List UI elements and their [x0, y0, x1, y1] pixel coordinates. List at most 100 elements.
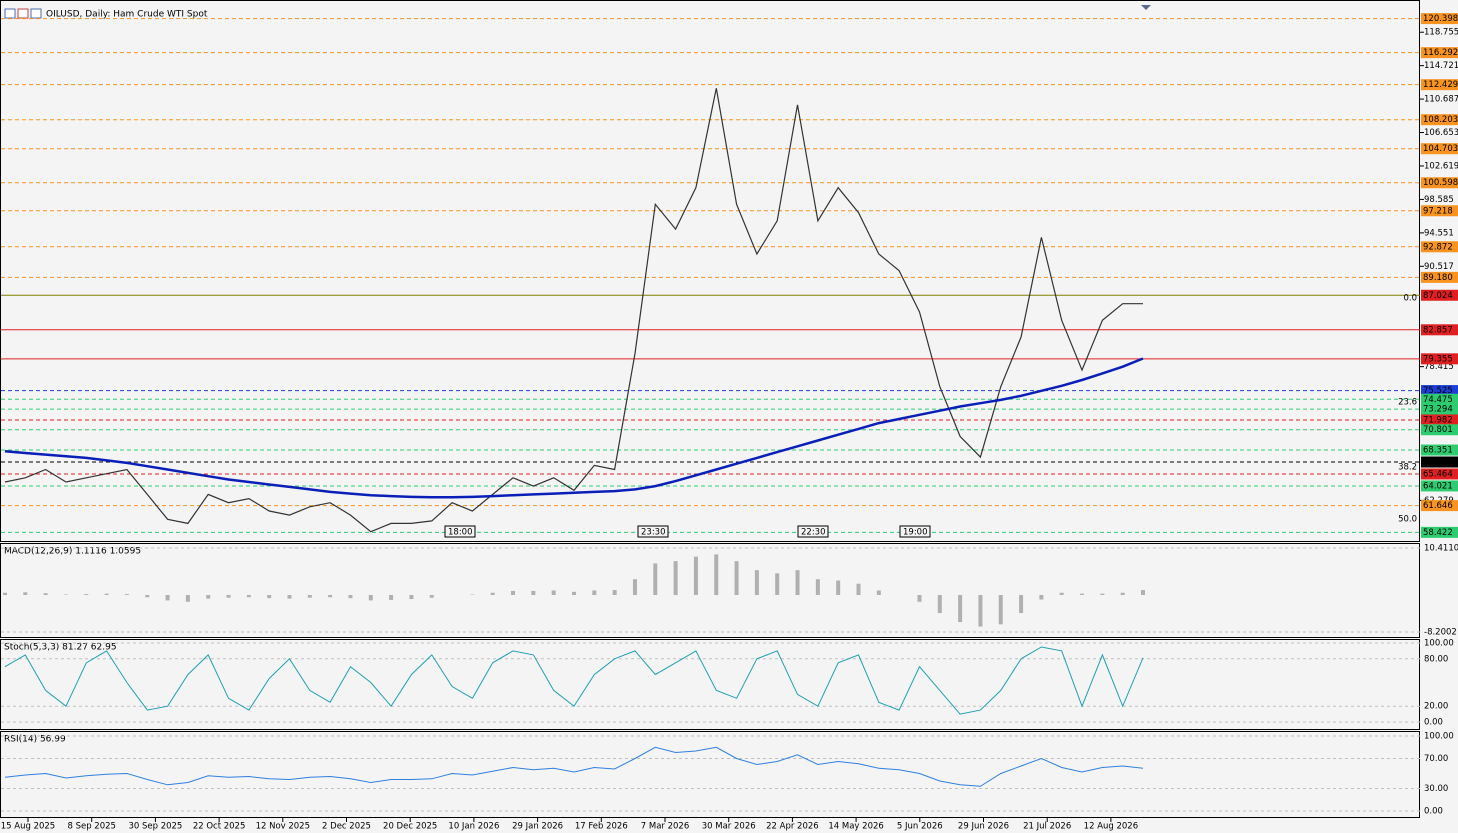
histogram-bar — [43, 593, 48, 595]
level-tag — [1421, 177, 1458, 189]
histogram-bar — [572, 591, 576, 595]
histogram-bar — [592, 590, 597, 595]
histogram-bar — [145, 594, 150, 598]
histogram-bar — [551, 590, 556, 595]
y-tick-label: 100.00 — [1424, 732, 1454, 742]
time-marker: 22:30 — [801, 528, 826, 538]
histogram-bar — [409, 594, 414, 600]
y-tick-label: 20.00 — [1424, 702, 1448, 712]
x-tick-label: 21 Jul 2026 — [1023, 822, 1071, 832]
x-tick-label: 7 Mar 2026 — [641, 822, 689, 832]
icon[interactable] — [17, 8, 29, 19]
x-tick-label: 30 Sep 2025 — [128, 822, 182, 832]
level-label: 87.024 — [1423, 291, 1453, 301]
histogram-bar — [815, 579, 820, 595]
y-tick-label: -8.2002 — [1424, 628, 1457, 638]
x-tick-label: 22 Oct 2025 — [193, 822, 246, 832]
y-tick-label: 30.00 — [1424, 784, 1448, 794]
series-line — [4, 88, 1143, 533]
histogram-bar — [267, 594, 272, 599]
histogram-bar — [104, 593, 109, 595]
level-tag — [1421, 114, 1458, 126]
x-tick-label: 10 Jan 2026 — [448, 822, 499, 832]
histogram-bar — [734, 561, 739, 595]
histogram-bar — [348, 594, 353, 599]
level-tag — [1421, 456, 1458, 468]
histogram-bar — [165, 594, 170, 601]
histogram-bar — [795, 570, 800, 595]
histogram-bar — [1141, 590, 1145, 595]
level-tag — [1421, 480, 1458, 492]
level-tag — [1421, 47, 1458, 59]
x-tick-label: 15 Aug 2025 — [1, 822, 55, 832]
y-tick-label: 118.755 — [1424, 28, 1458, 38]
level-tag — [1421, 444, 1458, 456]
icon[interactable] — [4, 8, 16, 19]
level-tag — [1421, 271, 1458, 283]
y-tick-label: 102.619 — [1424, 161, 1458, 171]
histogram-bar — [978, 594, 983, 627]
histogram-bar — [84, 594, 89, 595]
y-tick-label: 98.585 — [1424, 195, 1454, 205]
level-label: 64.021 — [1423, 481, 1453, 491]
shift-marker — [1141, 5, 1151, 10]
histogram-bar — [328, 594, 333, 598]
level-label: 74.475 — [1423, 395, 1453, 405]
y-tick-label: 0.00 — [1424, 718, 1443, 728]
histogram-bar — [511, 590, 516, 595]
y-tick-label: 100.00 — [1424, 639, 1454, 649]
histogram-bar — [206, 594, 211, 599]
histogram-bar — [876, 590, 881, 595]
indicator-label: RSI(14) 56.99 — [4, 735, 66, 745]
histogram-bar — [1039, 594, 1044, 600]
y-tick-label: 94.551 — [1424, 228, 1454, 238]
y-tick-label: 70.00 — [1424, 754, 1448, 764]
level-tag — [1421, 353, 1458, 365]
y-tick-label: 10.4110 — [1424, 544, 1458, 554]
histogram-bar — [368, 594, 373, 601]
x-tick-label: 30 Mar 2026 — [702, 822, 756, 832]
level-label: 100.598 — [1423, 178, 1458, 188]
level-label: 79.355 — [1423, 354, 1453, 364]
time-marker-box — [797, 525, 829, 538]
histogram-bar — [632, 579, 637, 595]
fib-label: 38.2 — [1398, 463, 1417, 473]
histogram-bar — [124, 594, 129, 595]
histogram-bar — [693, 556, 698, 595]
level-tag — [1421, 403, 1458, 415]
level-tag — [1421, 424, 1458, 436]
histogram-bar — [23, 592, 28, 595]
level-tag — [1421, 289, 1458, 301]
histogram-bar — [836, 580, 841, 595]
histogram-bar — [429, 594, 434, 598]
histogram-bar — [856, 583, 861, 595]
y-tick-label: 78.415 — [1424, 362, 1454, 372]
histogram-bar — [754, 570, 759, 595]
level-tag — [1421, 324, 1458, 336]
level-label: 71.982 — [1423, 415, 1453, 425]
x-tick-label: 17 Feb 2026 — [575, 822, 628, 832]
y-tick-label: 106.653 — [1424, 128, 1458, 138]
level-label: 65.464 — [1423, 469, 1453, 479]
fib-label: 0.0 — [1403, 294, 1417, 304]
level-tag — [1421, 385, 1458, 397]
histogram-bar — [1019, 594, 1024, 614]
icon[interactable] — [30, 8, 42, 19]
time-marker: 18:00 — [448, 528, 473, 538]
stoch-panel — [0, 639, 1420, 730]
level-label: 66.908 — [1423, 458, 1453, 468]
level-tag — [1421, 393, 1458, 405]
x-tick-label: 29 Jun 2026 — [958, 822, 1009, 832]
histogram-bar — [226, 594, 231, 598]
chart-title: OILUSD, Daily: Ham Crude WTI Spot — [46, 10, 208, 20]
x-tick-label: 2 Dec 2025 — [322, 822, 371, 832]
x-tick-label: 29 Jan 2026 — [512, 822, 563, 832]
level-label: 112.429 — [1423, 80, 1458, 90]
histogram-bar — [1100, 593, 1105, 595]
indicator-label: Stoch(5,3,3) 81.27 62.95 — [4, 643, 117, 653]
histogram-bar — [917, 594, 922, 602]
level-tag — [1421, 500, 1458, 512]
y-tick-label: 110.687 — [1424, 95, 1458, 105]
histogram-bar — [389, 594, 394, 600]
